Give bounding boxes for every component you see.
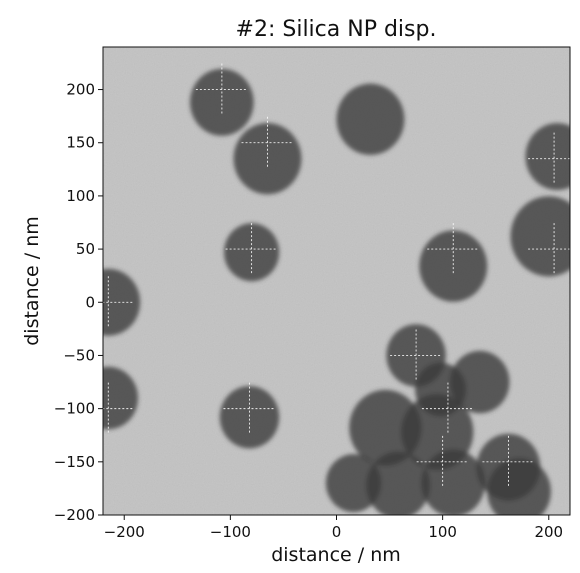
micrograph-image: [103, 47, 570, 515]
y-axis-label: distance / nm: [21, 216, 43, 346]
micrograph-background: [103, 47, 570, 515]
particle: [219, 385, 280, 449]
particle: [487, 458, 551, 515]
chart-title: #2: Silica NP disp.: [236, 17, 437, 42]
x-tick-label: 0: [332, 523, 342, 541]
y-axis: −200 −150 −100 −50 0 50 100 150 200: [54, 81, 103, 524]
x-axis: −200 −100 0 100 200: [104, 515, 563, 541]
y-tick-label: 0: [85, 293, 95, 311]
y-tick-label: 200: [66, 81, 95, 99]
particle: [510, 196, 570, 277]
particle: [525, 123, 570, 190]
particle: [366, 451, 430, 515]
x-tick-label: −200: [104, 523, 145, 541]
y-tick-label: 50: [76, 240, 95, 258]
x-tick-label: 100: [428, 523, 457, 541]
y-tick-label: −200: [54, 506, 95, 524]
y-tick-label: −150: [54, 453, 95, 471]
particle: [349, 389, 422, 466]
particle: [421, 449, 486, 515]
particle: [336, 83, 405, 155]
x-tick-label: 200: [534, 523, 563, 541]
particle: [103, 366, 139, 430]
x-axis-label: distance / nm: [271, 544, 401, 566]
y-tick-label: −100: [54, 400, 95, 418]
particle: [419, 230, 488, 302]
particle: [103, 268, 141, 336]
y-tick-label: 100: [66, 187, 95, 205]
y-tick-label: 150: [66, 134, 95, 152]
particles: [103, 68, 570, 515]
particle: [190, 68, 254, 136]
x-tick-label: −100: [210, 523, 251, 541]
y-tick-label: −50: [63, 346, 95, 364]
crosshair-grid: [103, 63, 570, 488]
particle: [450, 350, 510, 414]
particle: [325, 454, 382, 513]
